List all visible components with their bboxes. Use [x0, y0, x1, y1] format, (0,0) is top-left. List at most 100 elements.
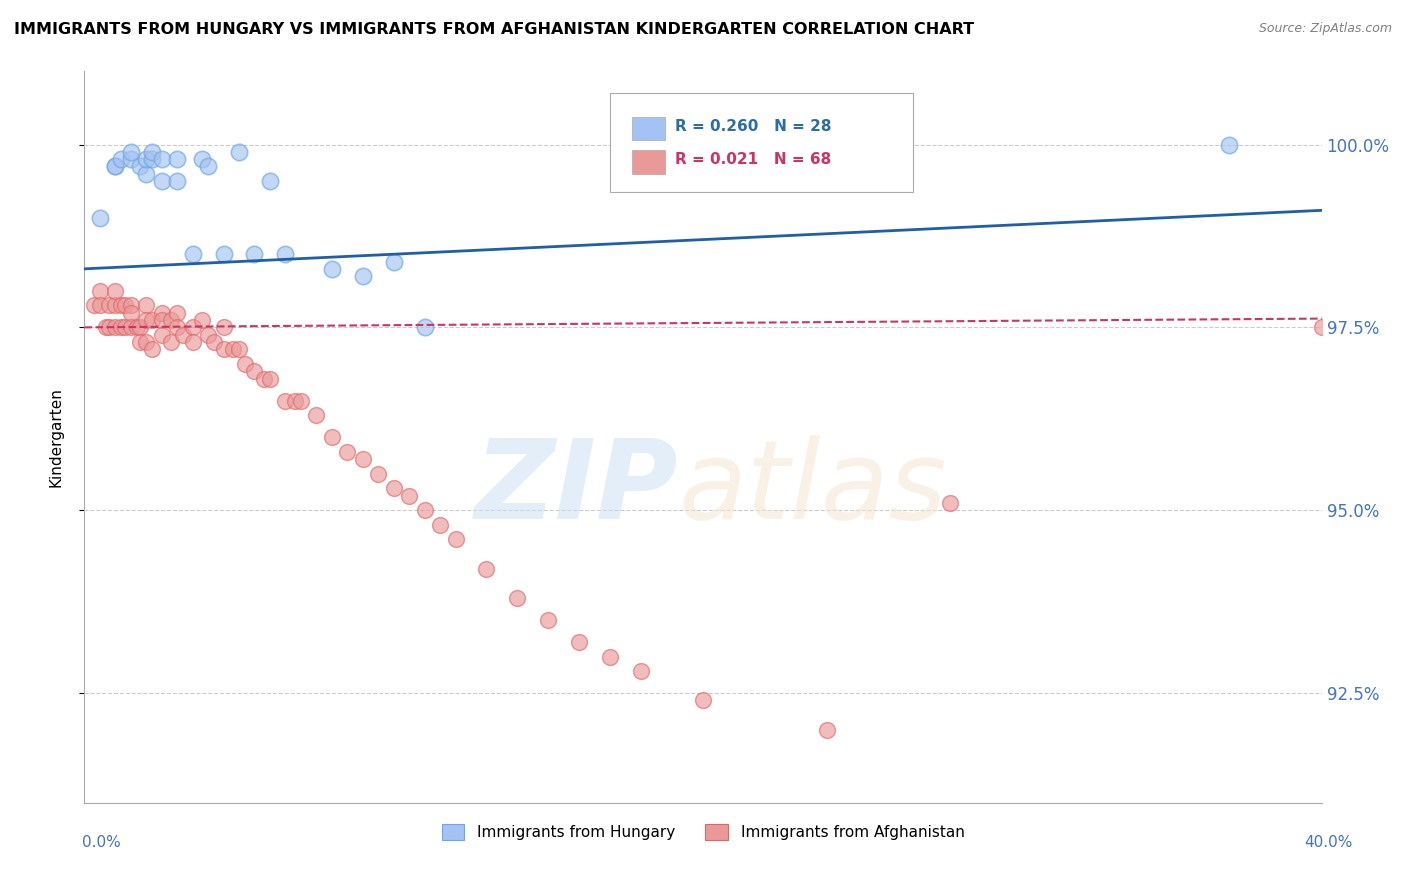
Point	[181, 334, 204, 349]
Point	[135, 313, 157, 327]
Point	[166, 152, 188, 166]
Point	[336, 444, 359, 458]
Point	[413, 503, 436, 517]
Point	[537, 613, 560, 627]
Text: 40.0%: 40.0%	[1305, 836, 1353, 850]
Text: atlas: atlas	[678, 434, 946, 541]
Point	[172, 327, 194, 342]
Point	[382, 481, 405, 495]
Point	[413, 320, 436, 334]
Point	[1218, 137, 1240, 152]
Point	[367, 467, 389, 481]
Text: ZIP: ZIP	[475, 434, 678, 541]
Point	[568, 635, 591, 649]
Point	[160, 313, 183, 327]
Point	[444, 533, 467, 547]
Point	[274, 247, 297, 261]
Point	[120, 152, 142, 166]
Point	[141, 343, 163, 357]
Point	[382, 254, 405, 268]
Point	[104, 160, 127, 174]
Point	[233, 357, 256, 371]
Point	[212, 320, 235, 334]
Point	[181, 320, 204, 334]
Point	[120, 145, 142, 159]
Point	[228, 145, 250, 159]
Point	[166, 306, 188, 320]
Point	[212, 247, 235, 261]
FancyBboxPatch shape	[633, 151, 665, 174]
Point	[1310, 320, 1333, 334]
Point	[305, 408, 328, 422]
Point	[202, 334, 225, 349]
Point	[129, 320, 152, 334]
Legend: Immigrants from Hungary, Immigrants from Afghanistan: Immigrants from Hungary, Immigrants from…	[436, 818, 970, 847]
Point	[815, 723, 838, 737]
Point	[191, 152, 214, 166]
Point	[104, 284, 127, 298]
Point	[475, 562, 498, 576]
Point	[83, 298, 105, 312]
Point	[197, 327, 219, 342]
Point	[181, 247, 204, 261]
Point	[135, 152, 157, 166]
Point	[243, 364, 266, 378]
Point	[599, 649, 621, 664]
Point	[939, 496, 962, 510]
Text: 0.0%: 0.0%	[82, 836, 121, 850]
Point	[89, 284, 111, 298]
Point	[150, 174, 173, 188]
Text: R = 0.021   N = 68: R = 0.021 N = 68	[675, 152, 831, 167]
Point	[197, 160, 219, 174]
Point	[104, 320, 127, 334]
Point	[284, 393, 307, 408]
Point	[110, 320, 132, 334]
Point	[114, 298, 136, 312]
Point	[129, 160, 152, 174]
Text: R = 0.260   N = 28: R = 0.260 N = 28	[675, 119, 831, 134]
Point	[150, 152, 173, 166]
Point	[274, 393, 297, 408]
FancyBboxPatch shape	[633, 117, 665, 140]
Text: Source: ZipAtlas.com: Source: ZipAtlas.com	[1258, 22, 1392, 36]
Point	[110, 298, 132, 312]
Point	[212, 343, 235, 357]
Point	[150, 306, 173, 320]
Point	[290, 393, 312, 408]
Point	[120, 320, 142, 334]
Point	[506, 591, 529, 605]
Point	[94, 320, 117, 334]
Point	[429, 517, 451, 532]
Point	[352, 452, 374, 467]
Point	[253, 371, 276, 385]
Point	[114, 320, 136, 334]
Point	[135, 298, 157, 312]
Point	[120, 298, 142, 312]
Point	[125, 320, 148, 334]
Point	[141, 152, 163, 166]
Point	[166, 174, 188, 188]
Point	[150, 313, 173, 327]
Point	[141, 313, 163, 327]
Point	[135, 334, 157, 349]
Point	[129, 334, 152, 349]
Point	[166, 320, 188, 334]
Point	[110, 152, 132, 166]
Point	[104, 298, 127, 312]
Point	[150, 327, 173, 342]
Y-axis label: Kindergarten: Kindergarten	[49, 387, 63, 487]
Point	[228, 343, 250, 357]
Point	[321, 430, 343, 444]
Point	[321, 261, 343, 276]
Point	[222, 343, 245, 357]
Point	[398, 489, 420, 503]
Text: IMMIGRANTS FROM HUNGARY VS IMMIGRANTS FROM AFGHANISTAN KINDERGARTEN CORRELATION : IMMIGRANTS FROM HUNGARY VS IMMIGRANTS FR…	[14, 22, 974, 37]
Point	[191, 313, 214, 327]
Point	[259, 371, 281, 385]
Point	[160, 334, 183, 349]
Point	[104, 160, 127, 174]
Point	[89, 211, 111, 225]
Point	[141, 145, 163, 159]
FancyBboxPatch shape	[610, 94, 914, 192]
Point	[135, 167, 157, 181]
